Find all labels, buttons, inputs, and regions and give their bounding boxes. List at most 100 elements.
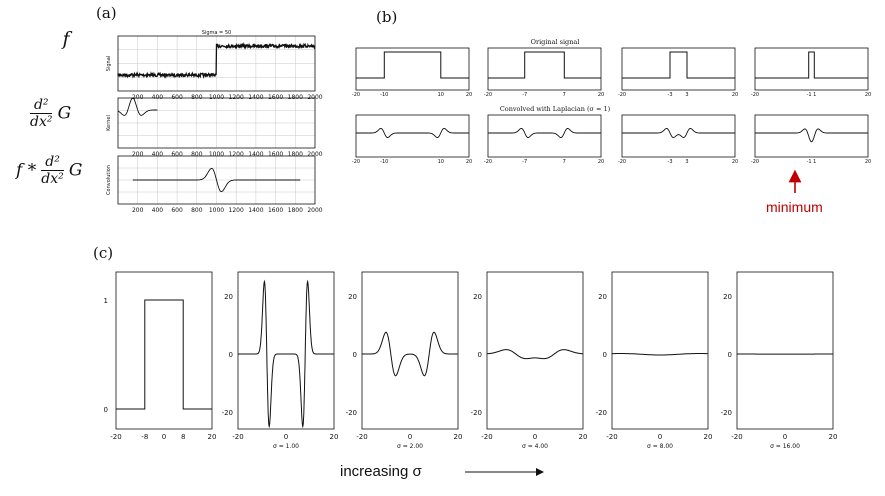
x-tick-label-c: 0 (284, 433, 288, 441)
x-tick-label-a: 1800 (288, 207, 303, 214)
equation-f: f (56, 28, 76, 50)
x-tick-label-a: 400 (152, 207, 164, 214)
y-tick-label-c: -20 (721, 409, 732, 417)
equation-second-derivative: d² dx² G (30, 97, 71, 130)
y-tick-label-c: 20 (348, 293, 357, 301)
x-tick-label-c: -20 (232, 433, 243, 441)
x-tick-label-a: 1800 (288, 151, 303, 158)
tick-label-b-top: -10 (380, 92, 388, 98)
y-tick-label-c: 20 (473, 293, 482, 301)
y-tick-label-c: 20 (598, 293, 607, 301)
x-tick-label-c: 0 (533, 433, 537, 441)
x-tick-label-a: 2000 (307, 94, 322, 101)
x-tick-label-c: -8 (141, 433, 148, 441)
box-pulse-2 (488, 51, 601, 79)
x-tick-label-a: 800 (191, 94, 203, 101)
convolved-plot-2 (487, 114, 602, 158)
y-tick-label-c: 0 (229, 351, 233, 359)
box-signal-c (116, 299, 212, 410)
panel-b-plots: Original signal Convolved with Laplacian … (352, 38, 871, 193)
tick-label-b-bottom: 20 (865, 159, 871, 165)
x-tick-label-c: -20 (731, 433, 742, 441)
x-tick-label-a: 600 (171, 94, 183, 101)
plot-frame-a-3 (117, 155, 316, 205)
y-tick-label-c: -20 (346, 409, 357, 417)
scale-plot-3 (361, 271, 459, 430)
increasing-sigma-caption: increasing σ (340, 463, 422, 480)
tick-label-b-bottom: 10 (438, 159, 444, 165)
original-signal-plot-3 (621, 47, 736, 91)
x-tick-label-a: 600 (171, 207, 183, 214)
box-pulse-1 (356, 51, 469, 79)
tick-label-b-bottom: -20 (484, 159, 492, 165)
panel-label-c: (c) (93, 244, 114, 262)
convolved-response-3 (622, 128, 735, 139)
x-tick-label-a: 800 (191, 207, 203, 214)
tick-label-b-top: -1 1 (807, 92, 817, 98)
convolved-response-1 (356, 128, 469, 138)
tick-label-b-top: 3 (685, 92, 688, 98)
x-tick-label-c: 0 (408, 433, 412, 441)
convolved-response-2 (488, 128, 601, 138)
x-tick-label-a: 200 (132, 151, 144, 158)
tick-label-b-bottom: 20 (466, 159, 472, 165)
plot-frame-a-2 (117, 97, 316, 149)
x-tick-label-a: 1800 (288, 94, 303, 101)
box-pulse-4 (755, 51, 868, 79)
x-tick-label-a: 800 (191, 151, 203, 158)
tick-label-b-top: -20 (352, 92, 360, 98)
x-tick-label-a: 1400 (248, 151, 263, 158)
convolved-plot-3 (621, 114, 736, 158)
tick-label-b-top: 20 (466, 92, 472, 98)
box-pulse-3 (622, 51, 735, 79)
scale-response-4 (612, 353, 708, 356)
noisy-step-signal (117, 41, 316, 79)
convolution-fraction: d² dx² (41, 154, 64, 187)
tick-label-b-bottom: -7 (522, 159, 527, 165)
panel-label-a: (a) (96, 4, 117, 22)
sigma-label-c: σ = 8.00 (647, 443, 673, 450)
x-tick-label-a: 1000 (209, 207, 224, 214)
x-tick-label-c: 0 (783, 433, 787, 441)
convolution-f-symbol: f * (16, 160, 37, 181)
convolved-plot-1 (355, 114, 470, 158)
convolved-plot-4 (754, 114, 869, 158)
convolved-response-4 (755, 128, 868, 143)
tick-label-b-bottom: -20 (352, 159, 360, 165)
x-tick-label-c: 0 (658, 433, 662, 441)
plot-frame-a-1 (117, 35, 316, 92)
y-tick-label-c: -20 (222, 409, 233, 417)
x-tick-label-c: -20 (606, 433, 617, 441)
kernel-curve (117, 97, 158, 116)
scale-response-3 (486, 349, 583, 360)
tick-label-b-top: -20 (484, 92, 492, 98)
panel-b-top-title: Original signal (531, 38, 580, 46)
tick-label-b-bottom: -20 (618, 159, 626, 165)
x-tick-label-a: 1200 (229, 151, 244, 158)
x-tick-label-c: 20 (704, 433, 713, 441)
scale-response-2 (362, 331, 458, 377)
x-tick-label-a: 600 (171, 151, 183, 158)
tick-label-b-top: -20 (618, 92, 626, 98)
x-tick-label-a: 1600 (268, 151, 283, 158)
x-tick-label-a: 1200 (229, 94, 244, 101)
y-tick-label-c: 0 (478, 351, 482, 359)
scale-plot-4 (486, 271, 584, 430)
y-axis-label-a-3: Convolution (106, 165, 112, 195)
tick-label-b-bottom: -20 (751, 159, 759, 165)
x-tick-label-a: 1400 (248, 94, 263, 101)
x-tick-label-a: 1600 (268, 207, 283, 214)
y-tick-label-c: 20 (224, 293, 233, 301)
original-signal-plot-1 (355, 47, 470, 91)
x-tick-label-c: -20 (110, 433, 121, 441)
x-tick-label-a: 1000 (209, 94, 224, 101)
y-tick-label-c: 0 (728, 351, 732, 359)
tick-label-b-bottom: 20 (732, 159, 738, 165)
x-tick-label-c: 0 (162, 433, 166, 441)
x-tick-label-a: 400 (152, 94, 164, 101)
derivative-numerator: d² (30, 97, 53, 114)
x-tick-label-a: 2000 (307, 207, 322, 214)
gaussian-symbol: G (57, 103, 72, 124)
panel-b-bottom-title: Convolved with Laplacian (σ = 1) (500, 105, 611, 113)
